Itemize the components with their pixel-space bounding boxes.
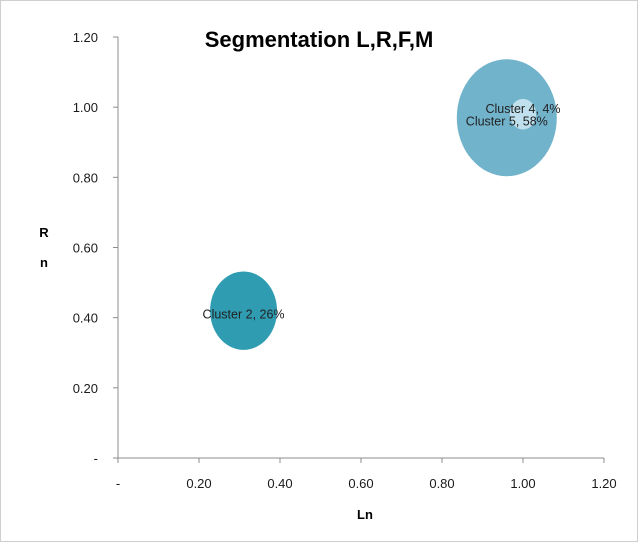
y-tick-label: 0.20	[73, 381, 98, 396]
y-tick-label: 1.00	[73, 100, 98, 115]
y-axis-title-line-2: n	[40, 255, 48, 270]
chart-axes: - 0.20 0.40 0.60 0.80 1.00 1.20 - 0.20 0.40 0.60 0.…	[73, 30, 617, 491]
x-tick-label: 0.20	[186, 476, 211, 491]
x-axis-title: Ln	[357, 507, 373, 522]
bubble-label-cluster-2: Cluster 2, 26%	[203, 308, 285, 322]
chart-bubbles	[210, 59, 557, 350]
chart-title: Segmentation L,R,F,M	[205, 27, 434, 52]
x-tick-label: -	[116, 476, 120, 491]
x-tick-label: 0.80	[429, 476, 454, 491]
bubble-cluster-2	[210, 271, 278, 350]
x-tick-label: 1.00	[510, 476, 535, 491]
bubble-cluster-5	[456, 59, 557, 177]
x-tick-label: 0.40	[267, 476, 292, 491]
y-tick-label: 0.80	[73, 170, 98, 185]
y-tick-label: 0.60	[73, 241, 98, 256]
y-axis-title-line-1: R	[39, 225, 49, 240]
y-tick-label: 1.20	[73, 30, 98, 45]
bubble-cluster-4	[509, 98, 537, 130]
x-tick-label: 0.60	[348, 476, 373, 491]
bubble-label-cluster-5: Cluster 5, 58%	[466, 115, 548, 129]
y-tick-label: 0.40	[73, 311, 98, 326]
bubble-label-cluster-4: Cluster 4, 4%	[485, 102, 560, 116]
x-tick-label: 1.20	[591, 476, 616, 491]
chart-bubble-labels: Cluster 5, 58%Cluster 4, 4% Cluster 2, 26…	[203, 102, 561, 321]
y-tick-label: -	[94, 451, 98, 466]
